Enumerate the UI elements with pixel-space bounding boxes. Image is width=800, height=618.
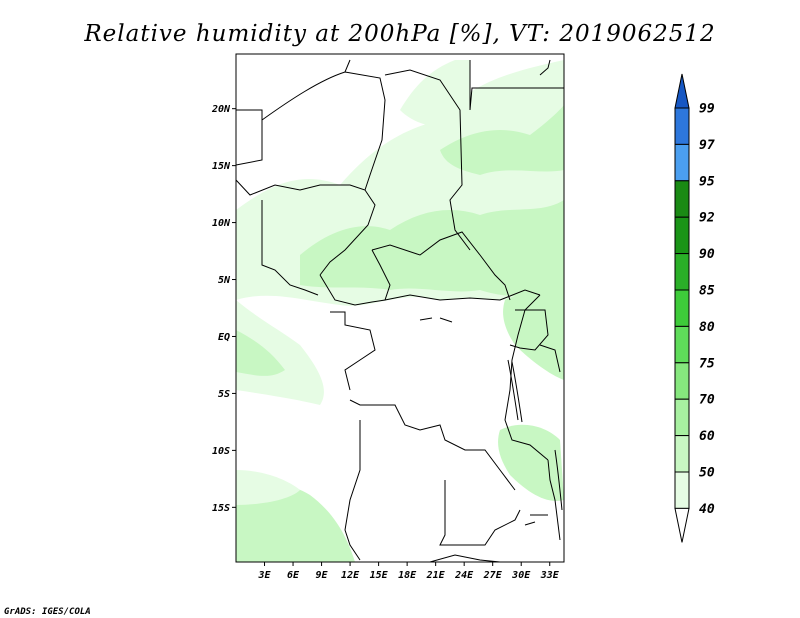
shade-lake-region	[498, 424, 564, 501]
coast-small-lakes	[419, 317, 548, 526]
colorbar-swatch	[674, 435, 690, 473]
border-east-lakes	[539, 344, 561, 541]
lat-tick-label: EQ	[218, 332, 230, 343]
coast-lake-malawi	[554, 449, 563, 511]
border-angola-south	[344, 420, 361, 561]
border-nigeria	[261, 200, 319, 296]
colorbar-label: 92	[699, 211, 715, 226]
border-drc-east	[504, 294, 549, 461]
border-north	[236, 109, 263, 166]
lon-tick-label: 6E	[287, 570, 300, 581]
border-angola-zambia	[439, 480, 521, 546]
colorbar-label: 85	[699, 284, 715, 299]
colorbar-label: 70	[699, 393, 715, 408]
colorbar-swatch	[674, 107, 690, 145]
colorbar-label: 40	[699, 502, 715, 517]
colorbar: 99 97 95 92 90 85 80 75 70 60 50 40	[674, 73, 715, 543]
colorbar-swatch	[674, 398, 690, 437]
shade-south-west-light	[236, 470, 300, 505]
shade-central-band	[300, 200, 564, 300]
shade-north-patch	[400, 60, 470, 127]
colorbar-swatch	[674, 216, 690, 255]
colorbar-swatch	[674, 325, 690, 364]
map-panel: 20N 15N 10N 5N EQ 5S 10S 15S 3E 6E 9E 12E 15E 18E 21E…	[211, 53, 565, 581]
humidity-shading	[236, 60, 564, 562]
colorbar-label: 97	[699, 138, 715, 153]
lat-tick-label: 5N	[218, 275, 231, 286]
lon-tick-label: 30E	[511, 570, 531, 581]
border-niger	[261, 59, 386, 191]
colorbar-label: 80	[699, 320, 715, 335]
shade-south-west	[236, 485, 355, 562]
lon-tick-label: 15E	[370, 570, 389, 581]
colorbar-top-arrow	[674, 73, 690, 109]
lon-tick-label: 21E	[426, 570, 446, 581]
lat-tick-label: 15N	[212, 161, 231, 172]
lon-tick-label: 24E	[454, 570, 474, 581]
lat-tick-label: 15S	[212, 503, 230, 514]
colorbar-label: 99	[699, 102, 715, 117]
map-frame	[235, 53, 565, 563]
lon-tick-label: 9E	[316, 570, 329, 581]
colorbar-label: 95	[699, 174, 715, 189]
colorbar-label: 60	[699, 429, 715, 444]
colorbar-swatch	[674, 362, 690, 400]
colorbar-swatch	[674, 180, 690, 218]
coast-red-sea-island	[539, 59, 551, 76]
border-west-africa	[236, 179, 376, 276]
longitude-axis: 3E 6E 9E 12E 15E 18E 21E 24E 27E 30E 33E	[257, 562, 560, 581]
colorbar-label: 90	[699, 247, 715, 262]
lon-tick-label: 18E	[398, 570, 417, 581]
colorbar-swatch	[674, 253, 690, 291]
border-angola-drc	[349, 399, 516, 491]
shade-north-east	[440, 105, 564, 175]
colorbar-swatch	[674, 143, 690, 182]
border-car	[371, 231, 511, 301]
lat-tick-label: 5S	[218, 389, 230, 400]
grads-credit: GrADS: IGES/COLA	[4, 607, 91, 617]
border-drc-north	[384, 289, 541, 301]
border-congo	[330, 311, 376, 391]
lon-tick-label: 33E	[540, 570, 560, 581]
lat-tick-label: 10S	[212, 446, 230, 457]
colorbar-swatch	[674, 289, 690, 327]
colorbar-label: 50	[699, 466, 715, 481]
lat-tick-label: 20N	[211, 104, 231, 115]
borders	[236, 59, 564, 562]
border-zambia-south	[429, 554, 501, 562]
coast-lake-tanganyika	[507, 359, 523, 423]
colorbar-bottom-arrow	[674, 507, 690, 543]
plot-title: Relative humidity at 200hPa [%], VT: 201…	[83, 21, 715, 47]
colorbar-label: 75	[699, 356, 715, 371]
lon-tick-label: 12E	[341, 570, 360, 581]
lon-tick-label: 3E	[257, 570, 271, 581]
shade-west-coast	[236, 300, 324, 405]
border-chad-sudan	[384, 69, 471, 251]
lat-tick-label: 10N	[212, 218, 231, 229]
border-cameroon	[319, 249, 391, 306]
latitude-axis: 20N 15N 10N 5N EQ 5S 10S 15S	[211, 104, 236, 514]
colorbar-swatch	[674, 471, 690, 509]
shade-great-lakes	[503, 294, 564, 380]
border-east-box	[509, 309, 549, 351]
lon-tick-label: 27E	[483, 570, 503, 581]
shade-atlantic	[236, 330, 285, 376]
border-egypt-sudan	[469, 60, 564, 111]
